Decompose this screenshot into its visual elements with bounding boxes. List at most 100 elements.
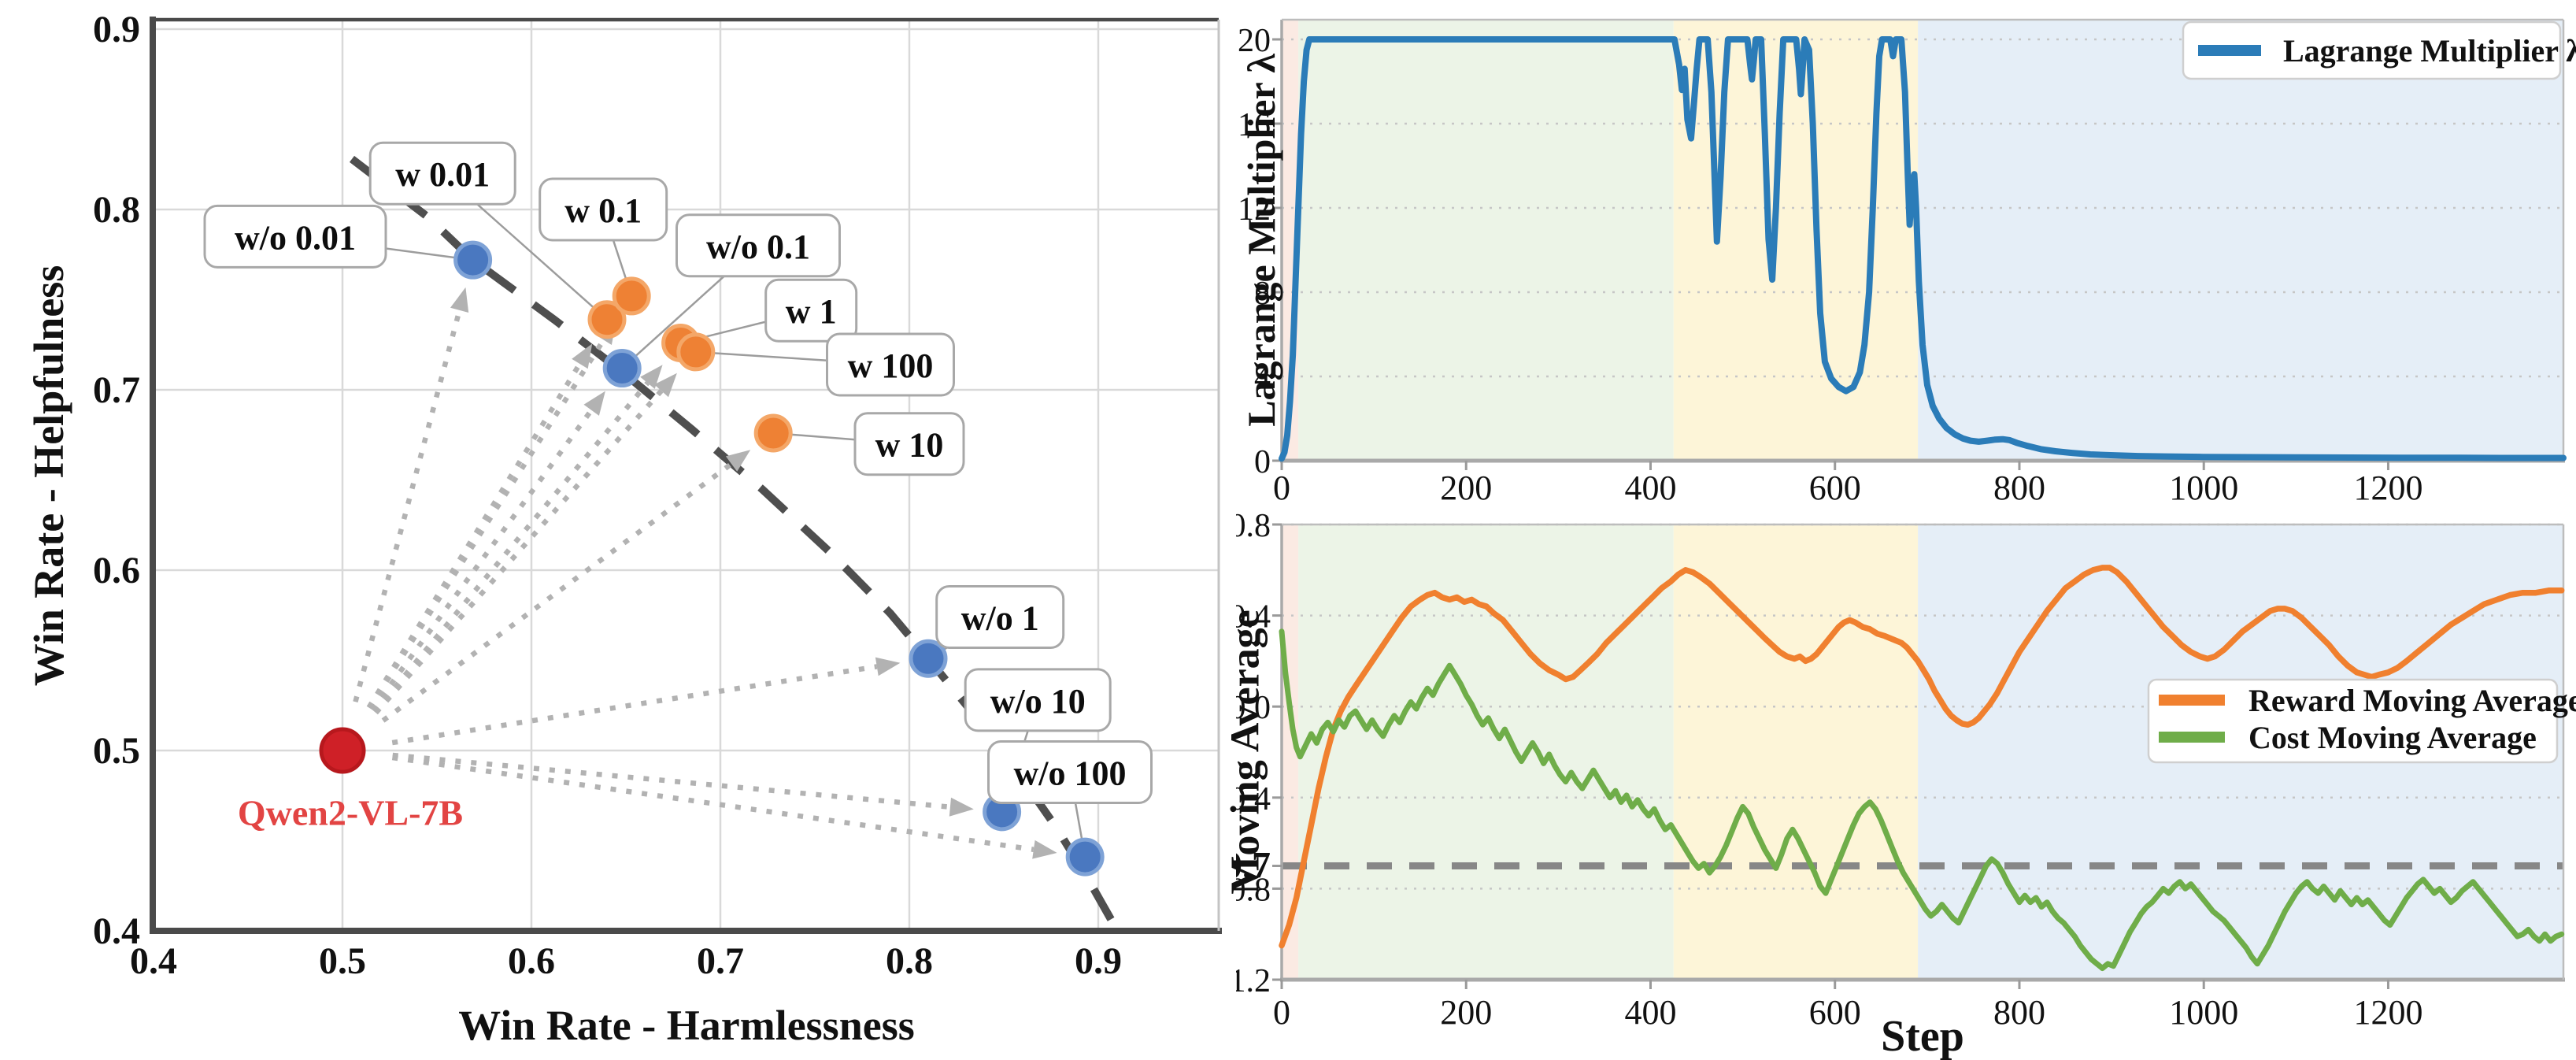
winrate-scatter-chart: w 0.01 w 0.1 w 1 w 100 w 10 w/o 0.01 w/o 0.1 w/… [93, 9, 1222, 982]
callout-label: w/o 100 [1014, 754, 1127, 792]
legend-box [2147, 678, 2559, 764]
y-tick-label: 4 [1254, 360, 1271, 396]
left-x-axis-label: Win Rate - Harmlessness [458, 1002, 915, 1049]
y-tick-label: 0 [1254, 444, 1271, 480]
base-model-label: Qwen2-VL-7B [237, 792, 464, 833]
callout-label: w 0.1 [564, 191, 642, 230]
y-tick-label: −0.8 [1236, 872, 1271, 908]
callout-box-w-0.01 [368, 141, 516, 206]
phase-region-1 [1298, 20, 1674, 461]
pareto-frontier-line [349, 155, 1117, 926]
callout-label: w 0.01 [395, 155, 490, 194]
x-tick-label: 400 [1624, 469, 1676, 507]
callout-label: w 10 [875, 426, 944, 465]
y-tick-label: 0.9 [93, 9, 140, 50]
y-tick-label: 0.6 [93, 550, 140, 591]
arrowhead [725, 450, 751, 472]
callout-box-w-o-10 [964, 668, 1112, 732]
y-tick-label: 12 [1238, 191, 1271, 228]
phase-region-1 [1298, 524, 1674, 980]
legend-label-0: Reward Moving Average [2248, 683, 2576, 718]
callout-label: w 100 [848, 347, 934, 385]
callout-label: w/o 1 [961, 599, 1039, 638]
x-tick-label: 0.7 [697, 940, 744, 982]
arrowhead [949, 797, 974, 817]
scatter-point-w-100 [676, 332, 716, 372]
phase-region-3 [1918, 20, 2563, 461]
cost-moving-average-series [1279, 628, 2565, 971]
y-tick-label: -0.7 [1236, 845, 1271, 887]
x-tick-label: 1000 [2169, 993, 2238, 1032]
arrowhead [875, 657, 901, 676]
lambda-y-axis-label: Lagrange Multiplier λ [1239, 54, 1283, 427]
improvement-arrow [391, 754, 1034, 852]
scatter-point-w-o-1 [909, 639, 948, 678]
phase-region-2 [1673, 524, 1919, 980]
improvement-arrow [374, 389, 664, 715]
y-tick-label: 0.4 [93, 910, 140, 952]
improvement-arrow [392, 752, 951, 810]
scatter-point-w-0.01 [587, 300, 627, 339]
moving-average-y-axis-label: Moving Average [1223, 610, 1268, 895]
arrowhead [640, 365, 663, 389]
scatter-point-w-o-0.01 [453, 240, 493, 280]
y-tick-label: 0.7 [93, 369, 140, 411]
scatter-point-w-o-100 [1065, 837, 1105, 877]
x-tick-label: 200 [1440, 993, 1492, 1032]
x-tick-label: 200 [1440, 469, 1492, 507]
callout-label: w/o 10 [990, 682, 1086, 721]
improvement-arrow [372, 381, 650, 713]
y-tick-label: 0.8 [93, 189, 140, 231]
x-tick-label: 0.4 [130, 940, 177, 982]
improvement-arrow [367, 338, 606, 710]
reward-moving-average-series [1279, 565, 2565, 949]
left-y-axis-label: Win Rate - Helpfulness [25, 265, 72, 687]
callout-box-w-10 [853, 412, 965, 476]
x-tick-label: 0.5 [319, 940, 366, 982]
improvement-arrow [353, 309, 462, 702]
y-tick-label: −0.4 [1236, 781, 1271, 817]
legend-box [2182, 20, 2562, 80]
x-tick-label: 600 [1809, 993, 1861, 1032]
x-tick-label: 1200 [2353, 469, 2422, 507]
callout-box-w-o-0.1 [675, 213, 841, 278]
arrowhead [654, 372, 677, 398]
x-tick-label: 0.6 [508, 940, 555, 982]
callout-label: w 1 [786, 292, 837, 331]
callout-label: w/o 0.1 [706, 228, 810, 266]
improvement-arrow [370, 408, 594, 712]
y-tick-label: 0.5 [93, 730, 140, 772]
callout-box-w-1 [764, 278, 858, 343]
callout-box-w-o-0.01 [203, 204, 387, 269]
y-tick-label: 0.8 [1236, 508, 1271, 544]
arrowhead [572, 343, 593, 369]
scatter-point-w-o-0.1 [602, 349, 642, 388]
callout-box-w-0.1 [539, 177, 668, 242]
lagrange-multiplier--series [1279, 36, 2567, 462]
x-tick-label: 800 [1993, 469, 2045, 507]
arrowhead [583, 391, 605, 416]
x-tick-label: 0 [1273, 469, 1290, 507]
x-tick-label: 0 [1273, 993, 1290, 1032]
x-tick-label: 600 [1809, 469, 1861, 507]
arrowhead [1032, 839, 1057, 859]
callout-box-w-100 [826, 332, 955, 397]
scatter-point-w-10 [753, 413, 793, 453]
y-tick-label: −1.2 [1236, 963, 1271, 999]
legend-label-0: Lagrange Multiplier λ [2283, 33, 2576, 69]
step-x-axis-label: Step [1881, 1012, 1964, 1060]
legend-label-1: Cost Moving Average [2248, 720, 2537, 755]
callout-label: w/o 0.01 [235, 218, 356, 257]
y-tick-label: 0.4 [1236, 599, 1271, 636]
x-tick-label: 0.8 [886, 940, 933, 982]
improvement-arrow [381, 461, 733, 723]
moving-average-chart: 0 200 400 600 800 1000 1200 0.8 0.4 0.0 −0.4 -0.7−0… [1236, 508, 2576, 1032]
y-tick-label: 20 [1238, 23, 1271, 59]
x-tick-label: 1000 [2169, 469, 2238, 507]
x-tick-label: 0.9 [1075, 940, 1122, 982]
x-tick-label: 1200 [2353, 993, 2422, 1032]
improvement-arrow [391, 664, 878, 746]
y-tick-label: 0.0 [1236, 690, 1271, 726]
